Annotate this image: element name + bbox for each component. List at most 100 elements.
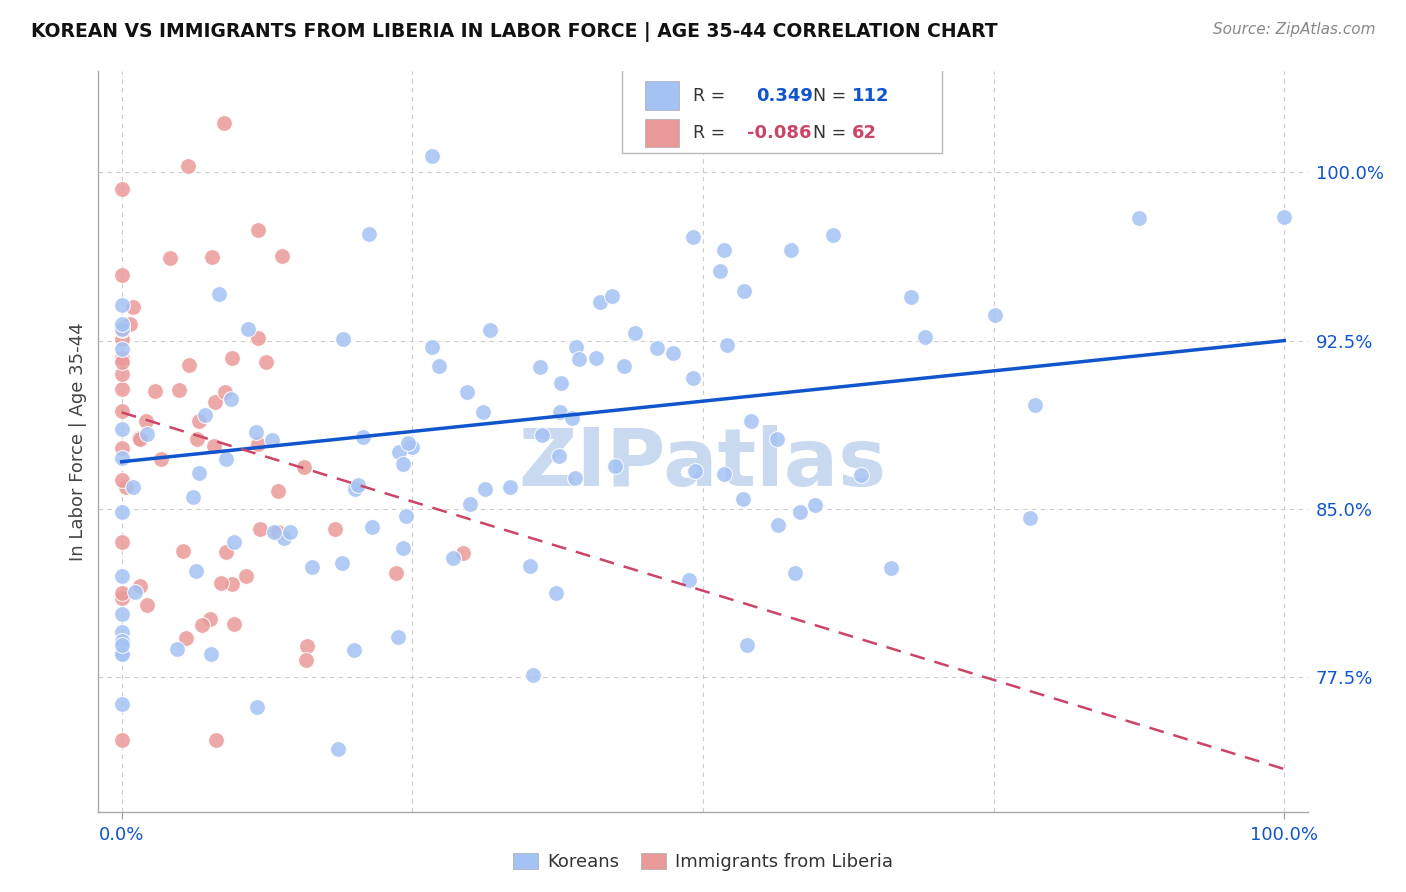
Point bbox=[204, 395, 226, 409]
Text: R =: R = bbox=[693, 87, 725, 104]
Point bbox=[603, 459, 626, 474]
Point bbox=[550, 376, 572, 390]
Point bbox=[740, 414, 762, 428]
Text: KOREAN VS IMMIGRANTS FROM LIBERIA IN LABOR FORCE | AGE 35-44 CORRELATION CHART: KOREAN VS IMMIGRANTS FROM LIBERIA IN LAB… bbox=[31, 22, 998, 42]
Point bbox=[111, 182, 134, 196]
Point bbox=[499, 480, 522, 494]
FancyBboxPatch shape bbox=[645, 119, 679, 147]
Point bbox=[683, 464, 706, 478]
Point bbox=[385, 566, 408, 580]
Point bbox=[186, 432, 208, 446]
Point bbox=[765, 432, 787, 446]
Point bbox=[205, 733, 228, 747]
Point bbox=[823, 227, 845, 242]
Point bbox=[177, 358, 200, 372]
Point bbox=[200, 648, 222, 662]
Point bbox=[360, 520, 382, 534]
Point bbox=[111, 591, 134, 605]
Point bbox=[347, 477, 370, 491]
Point bbox=[273, 531, 295, 545]
Point bbox=[531, 428, 554, 442]
Point bbox=[522, 667, 544, 681]
Point bbox=[804, 499, 827, 513]
Point bbox=[735, 638, 758, 652]
Point bbox=[111, 450, 134, 465]
Point bbox=[780, 243, 803, 257]
Point bbox=[396, 436, 419, 450]
Point bbox=[301, 559, 323, 574]
Point bbox=[564, 471, 586, 485]
Point bbox=[194, 408, 217, 422]
Point bbox=[401, 441, 423, 455]
Point bbox=[267, 524, 290, 539]
Point bbox=[111, 268, 134, 282]
Point bbox=[458, 497, 481, 511]
Point bbox=[221, 577, 243, 591]
Point bbox=[174, 631, 197, 645]
Point bbox=[395, 509, 418, 524]
Point bbox=[122, 480, 145, 494]
Point bbox=[214, 385, 236, 400]
Point bbox=[529, 360, 551, 375]
Point bbox=[219, 49, 242, 63]
Point bbox=[201, 250, 224, 264]
Text: 0.349: 0.349 bbox=[756, 87, 813, 104]
Point bbox=[568, 352, 591, 367]
Point bbox=[111, 298, 134, 312]
Point bbox=[1272, 211, 1295, 225]
Point bbox=[271, 248, 294, 262]
Point bbox=[191, 618, 214, 632]
Point bbox=[215, 545, 238, 559]
Point bbox=[111, 321, 134, 335]
Point bbox=[589, 295, 612, 310]
Point bbox=[678, 573, 700, 587]
Point bbox=[128, 431, 150, 445]
Point bbox=[129, 432, 152, 446]
Point bbox=[328, 741, 350, 756]
Point bbox=[177, 159, 200, 173]
FancyBboxPatch shape bbox=[645, 81, 679, 110]
Point bbox=[167, 383, 190, 397]
Point bbox=[710, 115, 733, 129]
Point bbox=[135, 598, 157, 612]
Point bbox=[111, 505, 134, 519]
Point bbox=[136, 427, 159, 442]
Text: -0.086: -0.086 bbox=[747, 124, 811, 142]
Point bbox=[111, 535, 134, 549]
Point bbox=[548, 405, 571, 419]
Point bbox=[278, 524, 301, 539]
Point bbox=[357, 227, 380, 241]
Point bbox=[221, 351, 243, 366]
Point bbox=[1024, 398, 1046, 412]
Point bbox=[392, 541, 415, 556]
Point bbox=[200, 612, 222, 626]
Text: N =: N = bbox=[813, 87, 846, 104]
Point bbox=[188, 466, 211, 480]
FancyBboxPatch shape bbox=[621, 65, 942, 153]
Point bbox=[645, 342, 668, 356]
Point bbox=[202, 439, 225, 453]
Point bbox=[600, 288, 623, 302]
Point bbox=[111, 342, 134, 356]
Text: 112: 112 bbox=[852, 87, 889, 104]
Point bbox=[111, 441, 134, 455]
Point bbox=[682, 371, 704, 385]
Point bbox=[900, 290, 922, 304]
Point bbox=[111, 422, 134, 436]
Point bbox=[111, 474, 134, 488]
Point bbox=[149, 452, 172, 467]
Point bbox=[682, 230, 704, 244]
Point bbox=[420, 149, 443, 163]
Point bbox=[716, 338, 738, 352]
Point bbox=[209, 575, 232, 590]
Point bbox=[456, 384, 478, 399]
Point bbox=[565, 340, 588, 354]
Point bbox=[441, 551, 464, 566]
Point bbox=[159, 251, 181, 265]
Text: R =: R = bbox=[693, 124, 725, 142]
Point bbox=[1019, 510, 1042, 524]
Point bbox=[292, 459, 315, 474]
Point bbox=[766, 518, 789, 533]
Point bbox=[143, 384, 166, 398]
Point bbox=[124, 584, 146, 599]
